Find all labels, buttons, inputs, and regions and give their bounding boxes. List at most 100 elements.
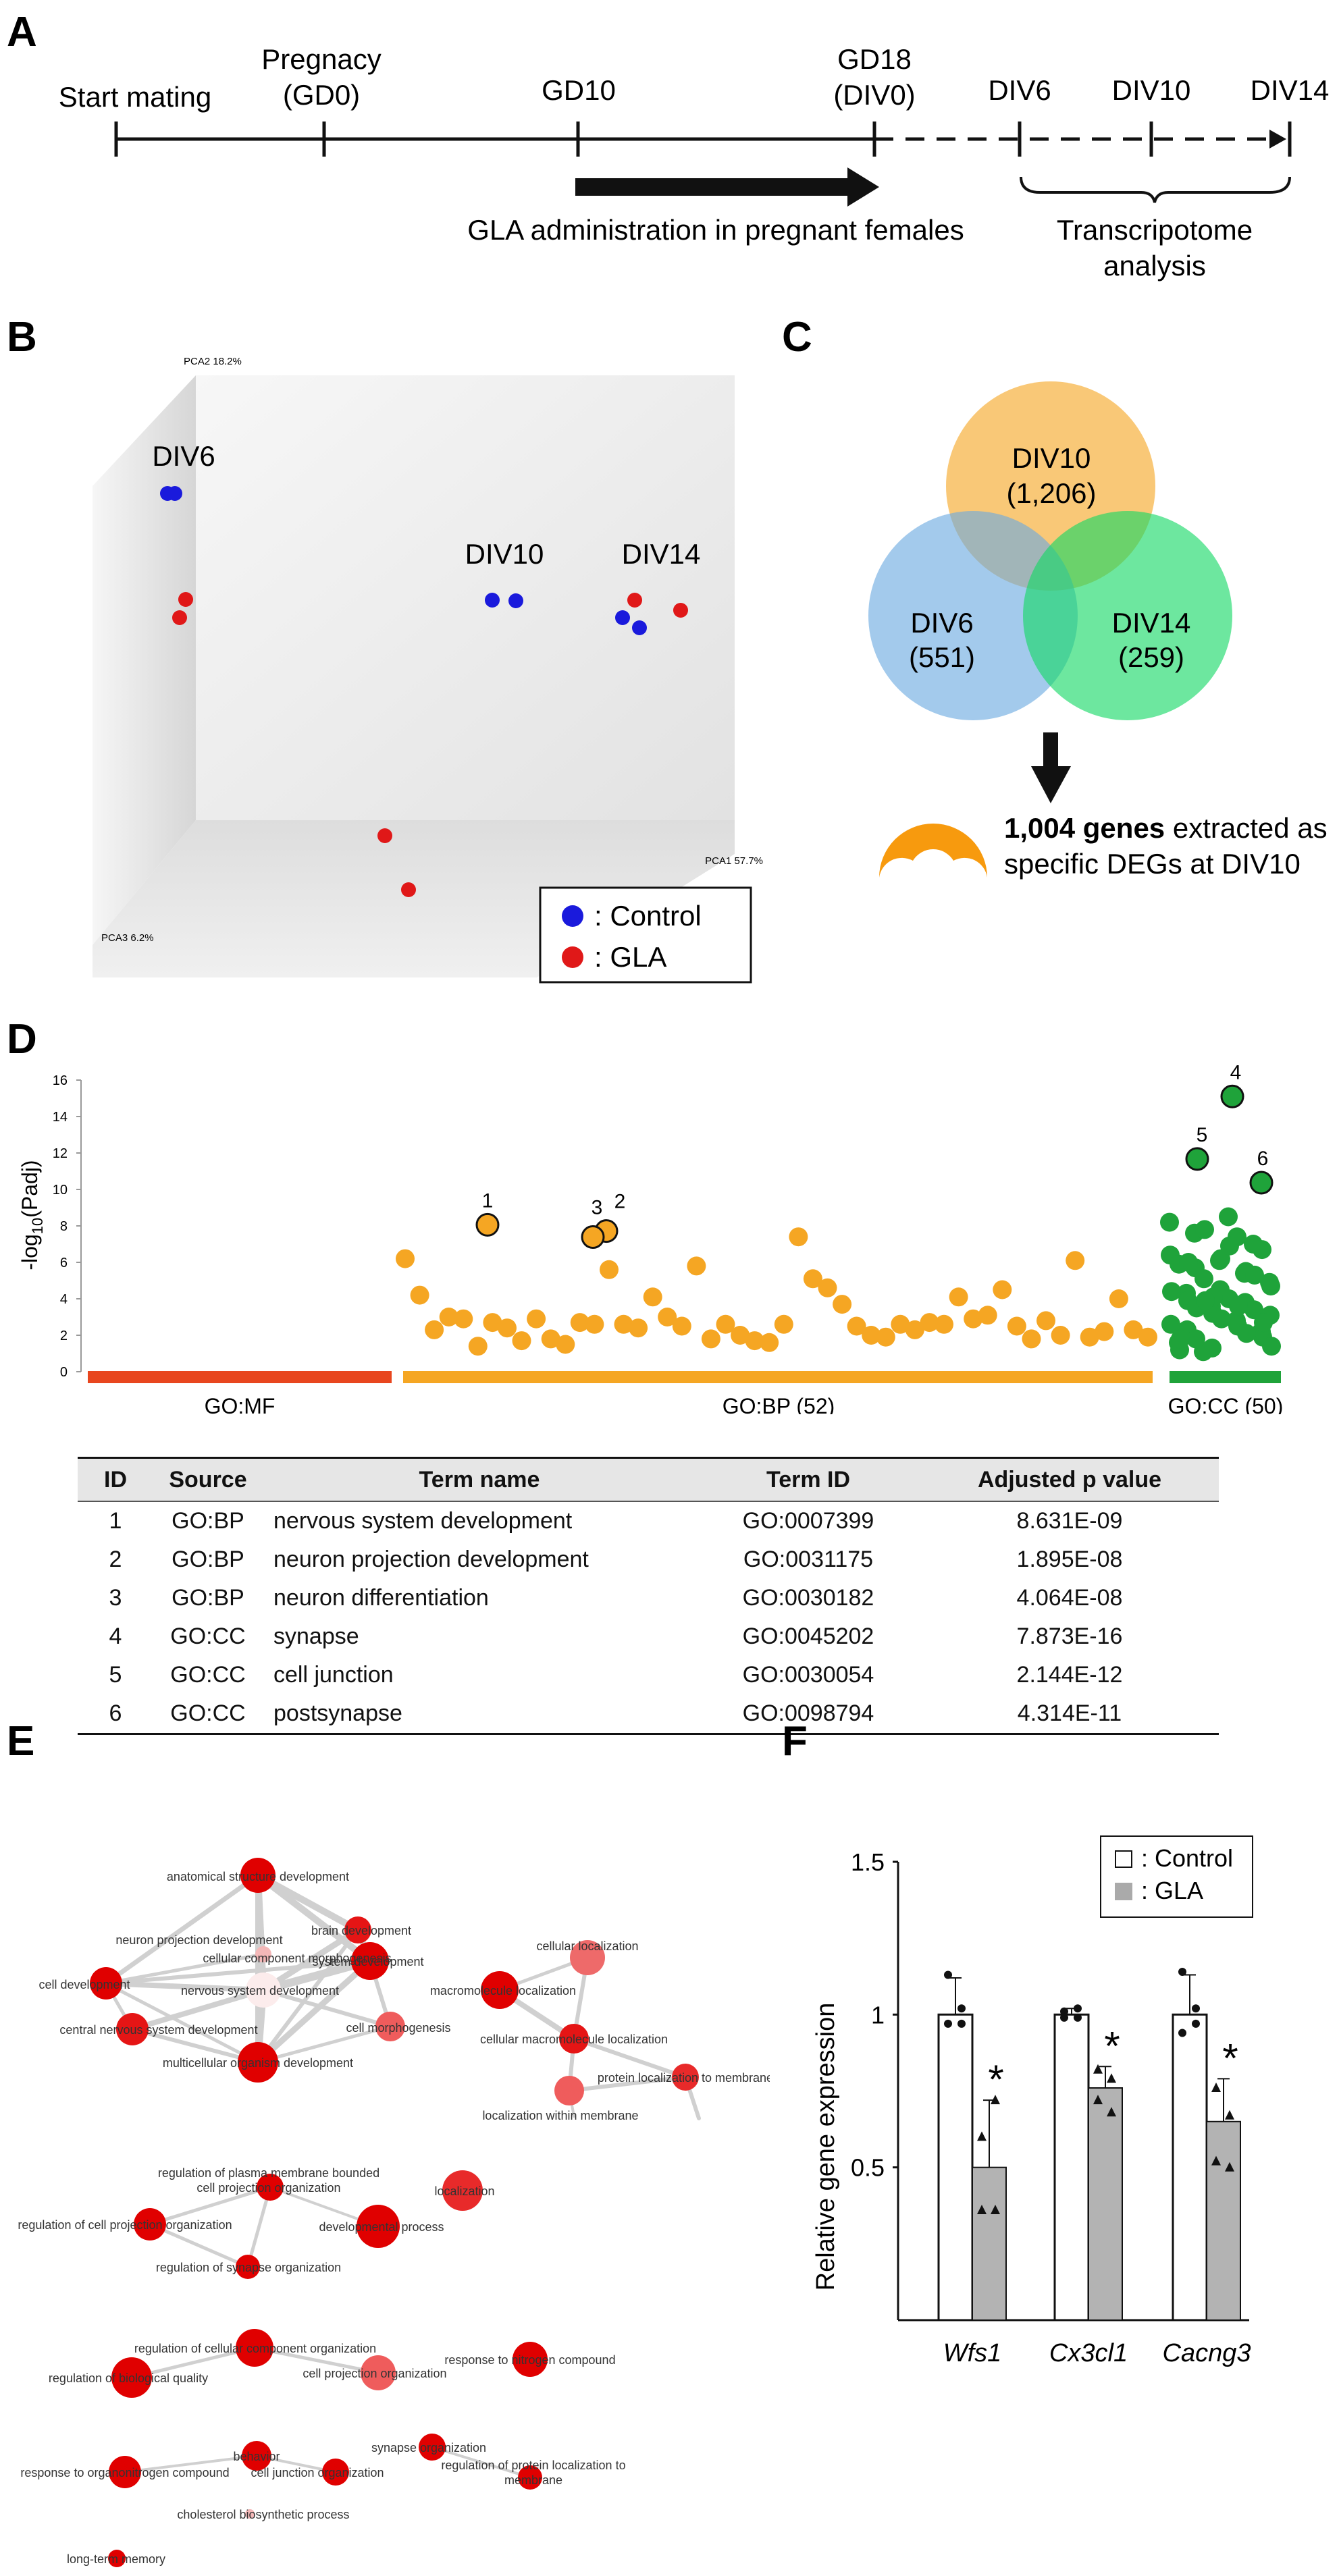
node	[242, 2441, 271, 2471]
go-bp-point	[978, 1306, 997, 1325]
control-dot	[1192, 2019, 1200, 2028]
cell-term-id: GO:0030054	[742, 1662, 874, 1688]
pca-point	[377, 828, 392, 843]
node-label: cellular component morphogenesis	[203, 1952, 391, 1965]
go-cc-point	[1245, 1265, 1264, 1285]
node	[375, 2012, 405, 2041]
cell-id: 5	[109, 1662, 122, 1688]
edge	[431, 2446, 531, 2479]
y-ticks: 0 2 4 6 8 10 12 14 16	[53, 1073, 81, 1380]
control-dot	[1060, 2013, 1068, 2022]
go-bp-point	[760, 1333, 779, 1352]
go-bp-point	[570, 1313, 589, 1333]
go-cc-point	[1237, 1324, 1256, 1343]
cell-term-id: GO:0007399	[742, 1508, 874, 1534]
pca-point	[178, 592, 193, 607]
pca-back-wall	[196, 375, 735, 820]
node-label: anatomical structure development	[167, 1870, 349, 1883]
control-bar	[937, 2013, 974, 2322]
go-bp-point	[527, 1309, 546, 1329]
highlighted-point	[1220, 1084, 1244, 1108]
network-labels: anatomical structure development brain d…	[18, 1870, 770, 2566]
go-bp-point	[891, 1314, 910, 1334]
control-bar	[1053, 2013, 1090, 2322]
gene-label: Cx3cl1	[1049, 2339, 1128, 2367]
node	[236, 2255, 260, 2279]
network-edges	[103, 1872, 701, 2479]
edge	[572, 2037, 687, 2079]
edge	[130, 2346, 257, 2380]
go-bp-point	[905, 1320, 924, 1339]
edge	[103, 1981, 266, 1993]
edge	[261, 1988, 392, 2029]
node-label: nervous system development	[181, 1984, 339, 1997]
y-tick-label: 4	[60, 1292, 68, 1307]
panel-a-timeline: A Start mating Pregnacy (GD0) GD10 GD18 …	[7, 9, 1329, 281]
category-label-cc: GO:CC (50)	[1168, 1394, 1284, 1414]
specific-degs-line2: specific DEGs at DIV10	[1004, 848, 1301, 880]
panel-label-c: C	[782, 314, 812, 360]
go-bp-point	[498, 1318, 517, 1338]
node-label: cell projection organization	[196, 2181, 340, 2195]
node	[238, 2042, 278, 2083]
node	[361, 2355, 396, 2390]
node	[236, 2329, 273, 2367]
cell-id: 1	[109, 1508, 122, 1534]
cell-term-name: postsynapse	[263, 1694, 696, 1735]
gla-triangle	[1093, 2064, 1103, 2074]
edge	[256, 2024, 392, 2064]
control-dot	[1074, 2013, 1082, 2022]
cell-adjusted-p: 1.895E-08	[1016, 1547, 1123, 1572]
gla-triangle	[1225, 2110, 1234, 2120]
significance-star: *	[1104, 2023, 1120, 2068]
cell-id: 6	[78, 1694, 153, 1735]
pca1-axis-label: PCA1 57.7%	[705, 855, 763, 867]
significance-star: *	[1222, 2035, 1238, 2081]
go-bp-point	[1066, 1251, 1085, 1270]
f-y-tick-label: 0.5	[851, 2154, 885, 2182]
venn-count-div14: (259)	[1118, 641, 1184, 673]
go-bp-point	[658, 1308, 677, 1326]
cell-id: 3	[109, 1585, 122, 1611]
f-legend-box	[1100, 1835, 1253, 1918]
transcriptome-brace	[1020, 176, 1291, 203]
legend-control-label: : Control	[594, 900, 702, 932]
go-cc-point	[1220, 1236, 1239, 1256]
y-tick-label: 16	[53, 1073, 68, 1088]
edge	[148, 2185, 272, 2226]
node	[351, 1942, 389, 1980]
highlighted-point	[475, 1212, 500, 1237]
panel-c-venn: C DIV10 (1,206) DIV6 (551) DIV14 (259) 1…	[782, 314, 1328, 880]
node-label: response to nitrogen compound	[444, 2353, 615, 2367]
node	[513, 2342, 548, 2377]
cell-term-id: GO:0031175	[743, 1547, 874, 1572]
gla-bar	[1206, 2120, 1241, 2322]
cell-adjusted-p: 4.314E-11	[920, 1694, 1219, 1735]
edge	[130, 2027, 260, 2064]
panel-label-b: B	[7, 314, 37, 360]
node-label: cell development	[38, 1978, 130, 1991]
edge	[130, 1987, 266, 2032]
f-legend-control-label: : Control	[1141, 1844, 1233, 1872]
go-bp-point	[439, 1308, 458, 1326]
label-pregnancy: Pregnacy	[261, 43, 381, 75]
category-bar-cc	[1170, 1371, 1281, 1383]
edge	[255, 1872, 373, 1964]
node	[257, 2174, 284, 2201]
go-bp-point	[585, 1314, 604, 1334]
node	[554, 2076, 584, 2105]
f-bars: * Wfs1 * Cx3cl1 * Cacng3	[937, 1968, 1251, 2367]
cell-source: GO:BP	[172, 1585, 244, 1611]
node	[322, 2459, 349, 2486]
venn-count-div10: (1,206)	[1006, 477, 1096, 509]
point-id-label: 3	[592, 1197, 603, 1219]
gene-label: Cacng3	[1163, 2339, 1251, 2367]
f-legend-gla-swatch	[1115, 1883, 1132, 1900]
cell-id: 2	[109, 1547, 122, 1572]
control-dot	[1178, 2029, 1186, 2037]
cell-adjusted-p: 8.631E-09	[1016, 1508, 1123, 1534]
node-label: behavior	[233, 2450, 280, 2463]
go-bp-point	[396, 1249, 415, 1268]
table-row: 4 GO:CC synapse GO:0045202 7.873E-16	[78, 1617, 1219, 1656]
cell-term-id: GO:0030182	[742, 1585, 874, 1611]
